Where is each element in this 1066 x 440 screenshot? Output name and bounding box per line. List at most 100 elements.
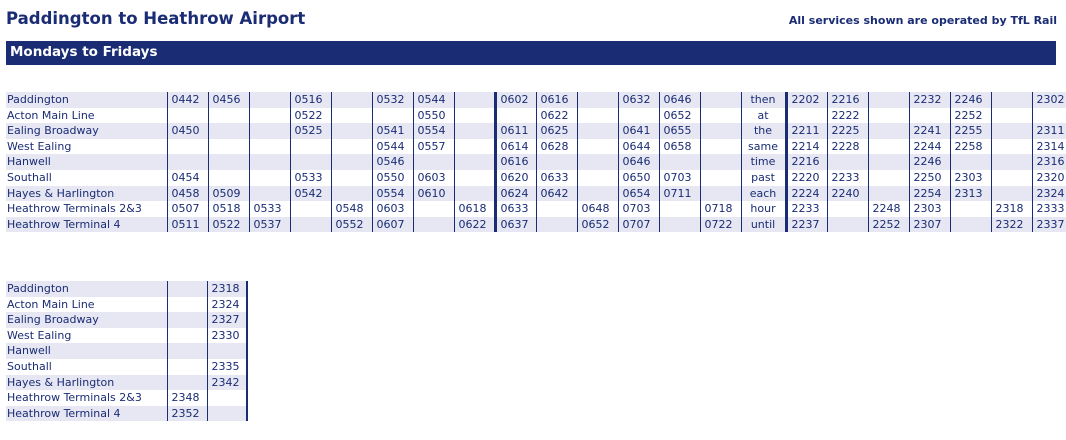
departure-time: 2303 (949, 169, 991, 186)
departure-time: 0722 (699, 216, 741, 233)
departure-time (990, 92, 1032, 108)
departure-time: 0532 (371, 92, 413, 108)
departure-time (453, 138, 495, 155)
departure-time: 0554 (371, 185, 413, 202)
departure-time (330, 92, 372, 108)
timetable-row: Ealing Broadway 0450 0525 0541 0554 0611 0625 0… (6, 123, 1066, 139)
departure-time (617, 107, 659, 124)
departure-time (576, 107, 618, 124)
departure-time: 0546 (371, 154, 413, 170)
station-name: Ealing Broadway (6, 312, 167, 328)
departure-time: 0522 (289, 107, 331, 124)
departure-time: 0622 (453, 216, 495, 233)
departure-time: 0703 (658, 169, 700, 186)
station-name: Hayes & Harlington (6, 185, 167, 202)
departure-time (990, 185, 1032, 202)
departure-time (867, 169, 909, 186)
departure-time (206, 405, 248, 422)
departure-time: 0646 (617, 154, 659, 170)
departure-time: 0642 (535, 185, 577, 202)
departure-time (289, 201, 331, 217)
departure-time: 0450 (166, 123, 208, 139)
departure-time (576, 169, 618, 186)
departure-time: 0442 (166, 92, 208, 108)
timetable-row: Hanwell (6, 343, 248, 359)
departure-time (949, 216, 991, 233)
day-banner: Mondays to Fridays (6, 41, 1056, 65)
departure-time: 2352 (166, 405, 207, 422)
departure-time: 0525 (289, 123, 331, 139)
departure-time (867, 138, 909, 155)
departure-time: 0622 (535, 107, 577, 124)
interval-text: then (740, 92, 786, 108)
timetable-row: Hanwell 0546 0616 0646 time 2216 2246 2316 (6, 154, 1066, 170)
timetable-row: Acton Main Line 0522 0550 0622 0652 at 2222 225… (6, 107, 1066, 124)
departure-time: 0603 (371, 201, 413, 217)
departure-time: 0652 (658, 107, 700, 124)
departure-time: 0628 (535, 138, 577, 155)
departure-time (535, 201, 577, 217)
departure-time: 2233 (784, 201, 827, 217)
departure-time: 0550 (412, 107, 454, 124)
departure-time (248, 107, 290, 124)
departure-time: 0610 (412, 185, 454, 202)
departure-time: 0655 (658, 123, 700, 139)
departure-time (699, 107, 741, 124)
departure-time (453, 154, 495, 170)
departure-time (412, 201, 454, 217)
departure-time: 0625 (535, 123, 577, 139)
timetable-row: Hayes & Harlington 2342 (6, 374, 248, 391)
departure-time (166, 343, 207, 359)
departure-time: 0518 (207, 201, 249, 217)
departure-time: 0537 (248, 216, 290, 233)
departure-time (248, 169, 290, 186)
departure-time (206, 343, 248, 359)
station-name: West Ealing (7, 139, 72, 153)
departure-time: 0511 (166, 216, 208, 233)
departure-time (248, 154, 290, 170)
timetable-row: West Ealing 0544 0557 0614 0628 0644 0658 same 2… (6, 138, 1066, 155)
departure-time (289, 154, 331, 170)
interval-text: same (740, 138, 786, 155)
departure-time (658, 201, 700, 217)
departure-time (248, 138, 290, 155)
departure-time: 2222 (826, 107, 868, 124)
timetable-row: Heathrow Terminal 4 0511 0522 0537 0552 0607 0… (6, 216, 1066, 233)
departure-time: 2342 (206, 374, 248, 391)
departure-time: 2246 (949, 92, 991, 108)
departure-time (412, 216, 454, 233)
timetable-row: Hayes & Harlington 0458 0509 0542 0554 0610 06… (6, 185, 1066, 202)
departure-time (248, 123, 290, 139)
timetable-row: Paddington 2318 (6, 281, 248, 297)
departure-time (207, 123, 249, 139)
departure-time: 0544 (412, 92, 454, 108)
departure-time (207, 154, 249, 170)
departure-time: 0554 (412, 123, 454, 139)
timetable-title: Paddington to Heathrow Airport (6, 9, 306, 28)
departure-time (949, 201, 991, 217)
departure-time: 0614 (493, 138, 536, 155)
interval-text: until (740, 216, 786, 233)
departure-time: 0522 (207, 216, 249, 233)
departure-time (166, 138, 208, 155)
station-name: Paddington (6, 92, 167, 108)
departure-time (166, 374, 207, 391)
departure-time: 0516 (289, 92, 331, 108)
station-name: West Ealing (7, 328, 72, 342)
departure-time (990, 138, 1032, 155)
departure-time: 0533 (289, 169, 331, 186)
departure-time (412, 154, 454, 170)
departure-time (867, 154, 909, 170)
departure-time: 0607 (371, 216, 413, 233)
departure-time: 2250 (908, 169, 950, 186)
departure-time (699, 123, 741, 139)
departure-time: 0646 (658, 92, 700, 108)
timetable-row: Southall 0454 0533 0550 0603 0620 0633 0650 0703… (6, 169, 1066, 186)
operator-note: All services shown are operated by TfL R… (788, 14, 1057, 27)
departure-time: 0644 (617, 138, 659, 155)
departure-time (330, 154, 372, 170)
departure-time (990, 123, 1032, 139)
departure-time (248, 185, 290, 202)
departure-time: 0544 (371, 138, 413, 155)
departure-time: 2302 (1031, 92, 1066, 108)
